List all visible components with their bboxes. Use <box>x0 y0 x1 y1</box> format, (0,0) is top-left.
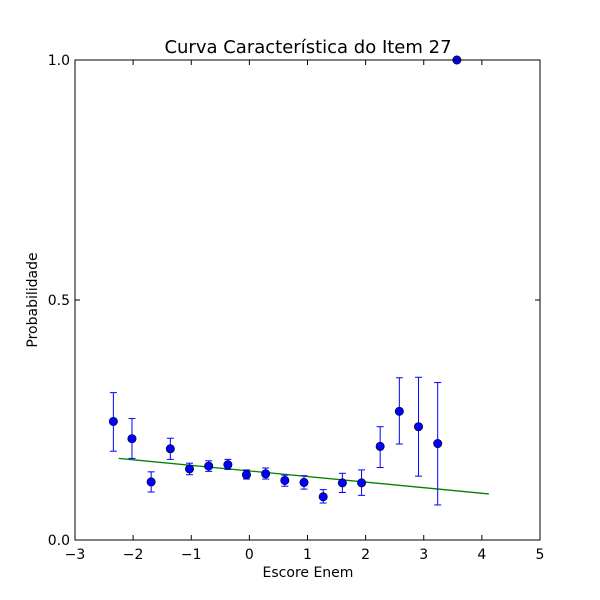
x-tick-label: 2 <box>361 547 370 563</box>
x-tick-label: 5 <box>536 547 545 563</box>
x-tick-label: 0 <box>245 547 254 563</box>
series-layer <box>108 55 489 506</box>
data-point <box>185 464 195 474</box>
data-point <box>357 478 367 488</box>
x-tick-label: 4 <box>477 547 486 563</box>
data-point <box>165 444 175 454</box>
x-tick-label: −1 <box>181 547 202 563</box>
x-axis-label: Escore Enem <box>263 565 354 581</box>
data-point <box>127 434 137 444</box>
axes-ticks: −3 −2 −1 0 1 2 3 4 5 0.0 0.5 1.0 <box>48 53 545 563</box>
data-point <box>299 477 309 487</box>
data-point <box>261 469 271 479</box>
y-axis-label: Probabilidade <box>25 252 41 347</box>
data-point <box>223 460 233 470</box>
data-point <box>337 478 347 488</box>
y-tick-label: 0.0 <box>48 533 70 549</box>
data-point <box>108 416 118 426</box>
x-tick-label: 3 <box>419 547 428 563</box>
data-point <box>318 492 328 502</box>
y-tick-label: 1.0 <box>48 53 70 69</box>
data-point <box>375 441 385 451</box>
data-point <box>414 422 424 432</box>
x-tick-label: −2 <box>123 547 144 563</box>
y-tick-label: 0.5 <box>48 293 70 309</box>
data-point <box>433 439 443 449</box>
data-point <box>241 470 251 480</box>
plot-frame <box>74 59 541 541</box>
data-point <box>146 477 156 487</box>
x-tick-label: −3 <box>65 547 86 563</box>
chart-title: Curva Característica do Item 27 <box>164 37 451 58</box>
x-tick-label: 1 <box>303 547 312 563</box>
data-point <box>204 461 214 471</box>
data-point <box>280 475 290 485</box>
data-point <box>394 406 404 416</box>
